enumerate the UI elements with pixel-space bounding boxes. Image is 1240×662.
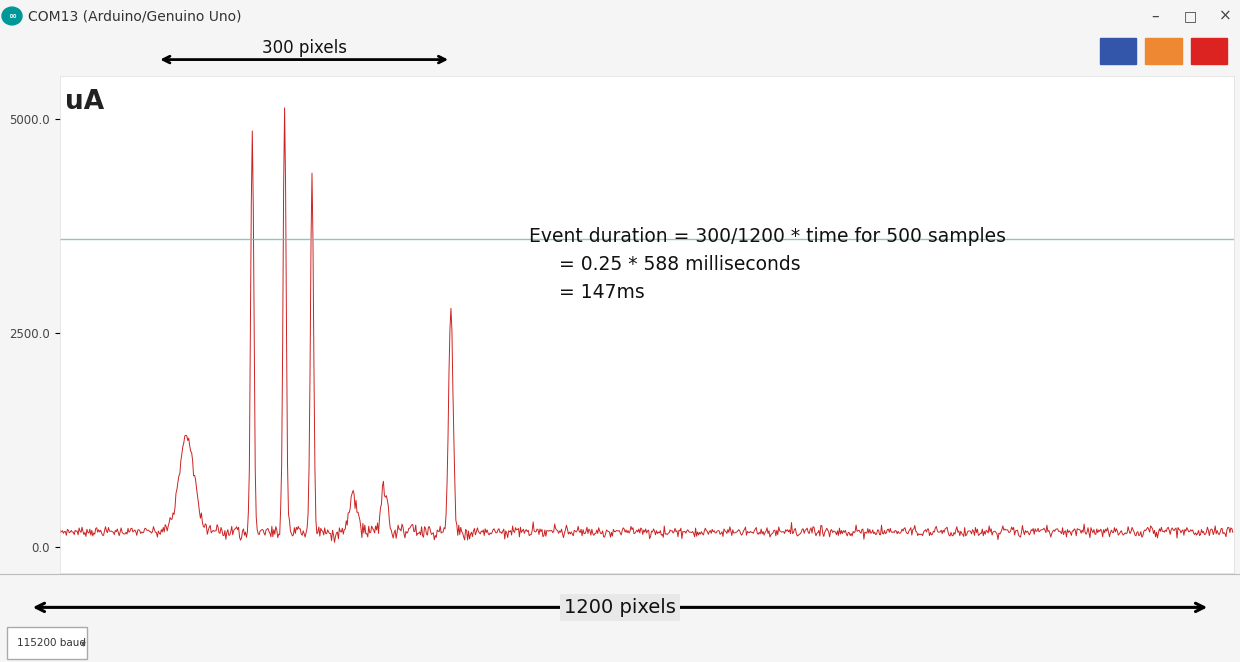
Text: ×: × — [1219, 9, 1231, 24]
Text: 1200 pixels: 1200 pixels — [564, 598, 676, 617]
Bar — [1190, 38, 1226, 64]
Text: 115200 baud: 115200 baud — [17, 638, 86, 648]
Text: 300 pixels: 300 pixels — [262, 38, 347, 57]
Text: Event duration = 300/1200 * time for 500 samples
     = 0.25 * 588 milliseconds
: Event duration = 300/1200 * time for 500… — [529, 227, 1006, 303]
Text: –: – — [1151, 9, 1159, 24]
Circle shape — [2, 7, 22, 25]
Text: ▾: ▾ — [81, 638, 86, 648]
Bar — [1146, 38, 1182, 64]
FancyBboxPatch shape — [7, 628, 87, 659]
Text: ∞: ∞ — [7, 11, 16, 21]
Text: COM13 (Arduino/Genuino Uno): COM13 (Arduino/Genuino Uno) — [29, 9, 242, 23]
Text: □: □ — [1183, 9, 1197, 23]
Bar — [1100, 38, 1136, 64]
Text: uA: uA — [66, 89, 104, 115]
